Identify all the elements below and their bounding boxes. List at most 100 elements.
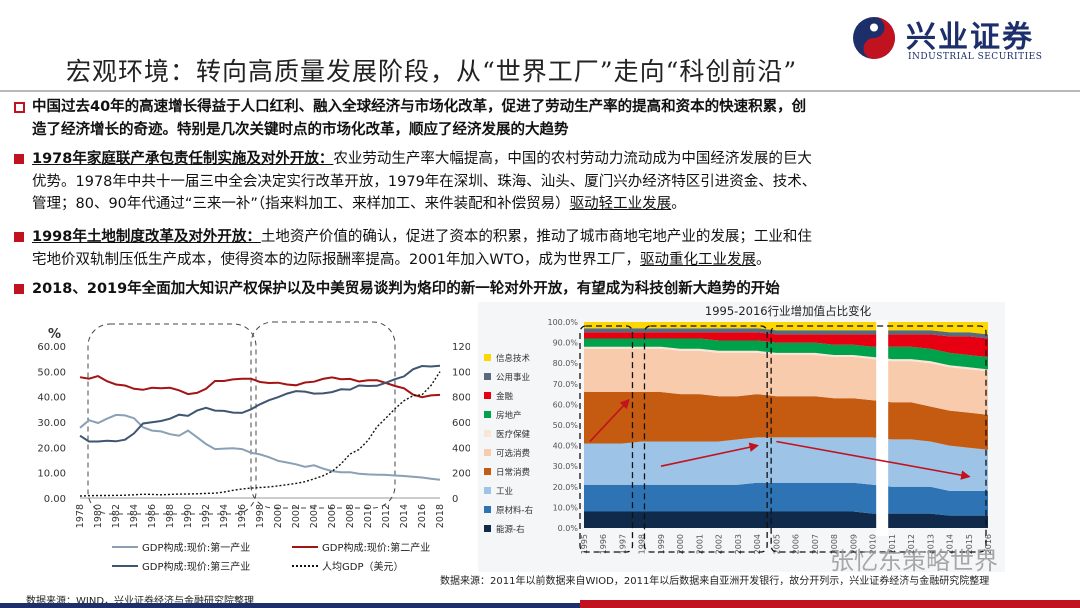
bullet-heading: 1978年家庭联产承包责任制实施及对外开放： — [32, 151, 334, 167]
bullet-heading: 1998年土地制度改革及对外开放： — [32, 229, 261, 245]
series-line — [79, 413, 441, 481]
x-tick-label: 2001 — [695, 534, 704, 554]
bullet-end: 。 — [756, 251, 771, 268]
series-line — [79, 364, 441, 443]
legend-swatch — [484, 468, 491, 475]
bullet-line: 优势。1978年中共十一届三中全会决定实行改革开放，1979年在深圳、珠海、汕头… — [32, 173, 817, 190]
bullet-1998: 1998年土地制度改革及对外开放：土地资产价值的确认，促进了资本的积累，推动了城… — [14, 226, 1054, 272]
x-tick-label: 2014 — [946, 534, 955, 554]
x-tick-label: 1988 — [165, 504, 176, 528]
y-tick-label: 60.00 — [37, 342, 66, 353]
y-tick-label: 50.00 — [37, 367, 66, 378]
x-tick-label: 2008 — [830, 534, 839, 554]
gdp-structure-chart: % 0.00 10.00 20.00 30.00 40.00 50.00 60.00 0 2000… — [37, 321, 470, 573]
legend-label: 信息技术 — [496, 353, 531, 364]
y-tick-label: 80.0% — [553, 359, 579, 368]
y2-tick-label: 12000 — [452, 342, 470, 353]
bullet-square-icon — [14, 102, 25, 113]
x-tick-label: 2000 — [676, 534, 685, 554]
legend-swatch — [484, 487, 491, 494]
bullet-1978: 1978年家庭联产承包责任制实施及对外开放：农业劳动生产率大幅提高，中国的农村劳… — [14, 148, 1054, 218]
y-axis-unit: % — [48, 327, 61, 342]
x-tick-label: 1998 — [638, 534, 647, 554]
legend-swatch — [484, 449, 491, 456]
x-tick-label: 2012 — [381, 504, 392, 528]
x-tick-label: 2009 — [849, 534, 858, 554]
y2-tick-label: 8000 — [452, 393, 470, 404]
legend-swatch — [484, 430, 491, 437]
x-tick-label: 2006 — [327, 504, 338, 528]
y2-tick-label: 2000 — [452, 469, 470, 480]
y-tick-label: 40.00 — [37, 393, 66, 404]
chart-title: 1995-2016行业增加值占比变化 — [705, 304, 872, 318]
y-tick-label: 0.00 — [44, 494, 66, 505]
x-tick-label: 1996 — [237, 504, 248, 528]
highlight-box — [643, 325, 768, 553]
legend-label: 能源-右 — [496, 524, 525, 535]
legend-label: GDP构成:现价:第三产业 — [142, 560, 250, 573]
y-tick-label: 60.0% — [553, 400, 579, 409]
legend-label: 原材料-右 — [496, 505, 533, 516]
legend-swatch — [484, 506, 491, 513]
watermark: 张忆东策略世界 — [830, 547, 998, 575]
bullet-intro: 中国过去40年的高速增长得益于人口红利、融入全球经济与市场化改革，促进了劳动生产… — [14, 96, 1054, 142]
y-tick-label: 40.0% — [553, 442, 579, 451]
industry-share-chart: 1995-2016行业增加值占比变化 0.0% 10.0% 20.0% 30.0% 40.… — [478, 302, 1005, 572]
highlight-box — [250, 321, 396, 509]
title-divider — [0, 90, 1080, 92]
bullet-emphasis: 驱动重化工业发展 — [640, 251, 757, 268]
bullet-line: 2018、2019年全面加大知识产权保护以及中美贸易谈判为烙印的新一轮对外开放，… — [32, 281, 780, 297]
y2-tick-label: 10000 — [452, 367, 470, 378]
logo-mark-icon — [853, 17, 895, 59]
legend-swatch — [484, 392, 491, 399]
legend-label: 人均GDP（美元） — [322, 560, 403, 573]
x-tick-label: 1986 — [147, 504, 158, 528]
y-tick-label: 10.00 — [37, 469, 66, 480]
x-tick-label: 2018 — [435, 504, 446, 528]
legend-label: GDP构成:现价:第一产业 — [142, 541, 250, 554]
data-break-gap — [876, 320, 889, 536]
y-tick-label: 30.00 — [37, 418, 66, 429]
legend-label: 日常消费 — [496, 467, 531, 478]
highlight-box — [579, 325, 634, 553]
y2-tick-label: 4000 — [452, 443, 470, 454]
trend-arrow — [660, 442, 760, 467]
legend-swatch — [484, 373, 491, 380]
x-tick-label: 1980 — [93, 504, 104, 528]
series-area — [584, 338, 988, 370]
bullet-line: 管理；80、90年代通过“三来一补”（指来料加工、来样加工、来件装配和补偿贸易） — [32, 196, 570, 212]
y-tick-label: 20.0% — [553, 483, 579, 492]
bullet-square-icon — [14, 154, 24, 164]
x-tick-label: 2016 — [984, 534, 993, 554]
x-tick-label: 1978 — [75, 504, 86, 528]
x-tick-label: 1994 — [219, 504, 230, 528]
x-tick-label: 2010 — [363, 504, 374, 528]
y-tick-label: 50.0% — [553, 421, 579, 430]
y-tick-label: 0.0% — [558, 524, 579, 533]
bullet-square-icon — [14, 232, 24, 242]
y-tick-label: 90.0% — [553, 339, 579, 348]
logo-text-cn: 兴业证券 — [906, 20, 1034, 55]
x-tick-label: 2004 — [753, 534, 762, 554]
x-tick-label: 2006 — [792, 534, 801, 554]
page-title: 宏观环境：转向高质量发展阶段，从“世界工厂”走向“科创前沿” — [66, 57, 798, 86]
x-tick-label: 2013 — [926, 534, 935, 554]
x-tick-label: 2002 — [715, 534, 724, 554]
legend-swatch — [484, 354, 491, 361]
x-tick-label: 2011 — [888, 534, 897, 554]
bullet-square-icon — [14, 284, 24, 294]
legend-label: 房地产 — [496, 410, 522, 421]
y2-tick-label: 0 — [452, 494, 458, 505]
bullet-line: 宅地价双轨制压低生产成本，使得资本的边际报酬率提高。2001年加入WTO，成为世… — [32, 251, 641, 268]
x-tick-label: 1995 — [580, 534, 589, 554]
legend-label: 公用事业 — [496, 372, 530, 383]
trend-arrow — [589, 398, 630, 443]
bullet-end: 。 — [671, 196, 686, 212]
y-tick-label: 30.0% — [553, 462, 579, 471]
legend-label: 工业 — [496, 486, 513, 497]
footer-bar — [0, 603, 1080, 608]
x-tick-label: 2002 — [291, 504, 302, 528]
x-tick-label: 2005 — [772, 534, 781, 554]
x-tick-label: 2010 — [869, 534, 878, 554]
x-tick-label: 1992 — [201, 504, 212, 528]
